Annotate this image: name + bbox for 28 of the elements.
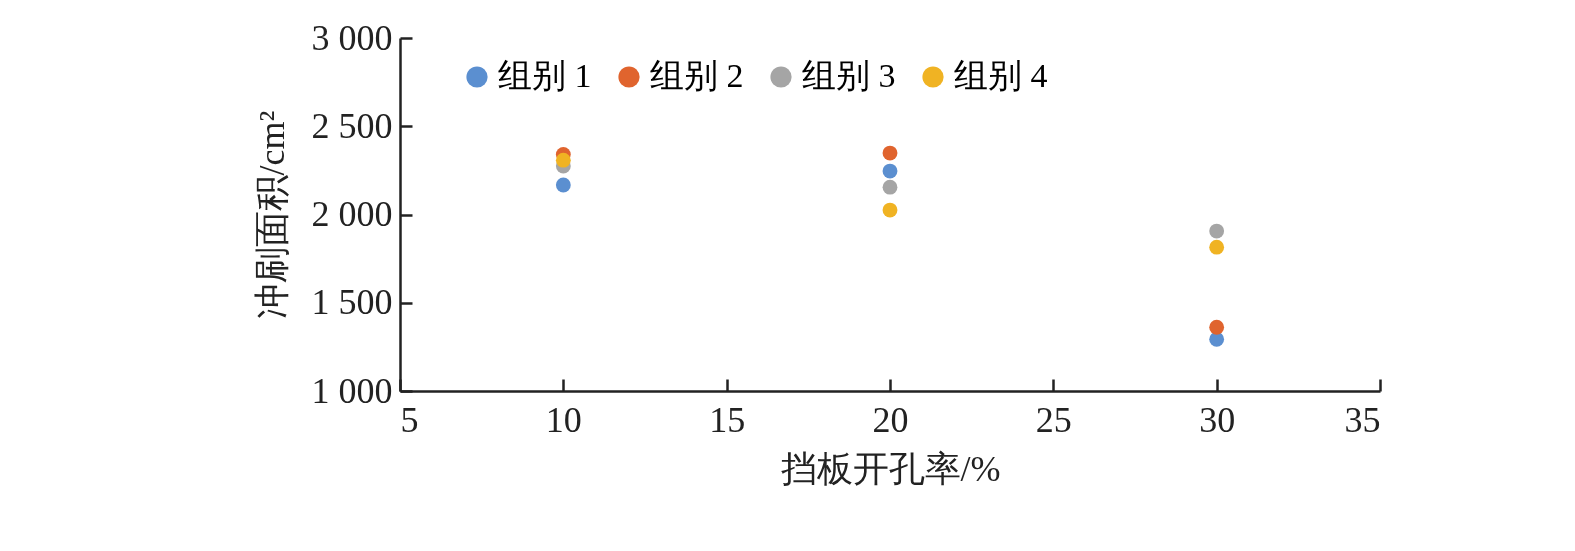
- point: [882, 179, 898, 195]
- point: [882, 202, 898, 218]
- x-tick-label: 35: [1344, 399, 1381, 440]
- legend-label: 组别 3: [802, 57, 896, 94]
- point: [882, 163, 898, 179]
- x-tick-label: 30: [1199, 399, 1236, 440]
- point: [1209, 319, 1225, 335]
- legend-label: 组别 1: [498, 57, 592, 94]
- y-tick-label: 2 000: [311, 194, 393, 234]
- y-tick-label: 1 000: [311, 370, 393, 411]
- legend-label: 组别 4: [954, 57, 1048, 94]
- point: [555, 152, 571, 168]
- x-tick-label: 15: [709, 399, 746, 440]
- y-tick-label: 3 000: [311, 17, 393, 58]
- point: [1209, 239, 1225, 255]
- legend-label: 组别 2: [650, 57, 744, 94]
- y-axis-title: 冲刷面积/cm²: [251, 110, 292, 320]
- x-tick-label: 20: [872, 399, 909, 440]
- point: [1209, 223, 1225, 239]
- x-tick-label: 5: [400, 399, 419, 440]
- y-tick-label: 1 500: [311, 282, 393, 323]
- point: [555, 177, 571, 193]
- point: [882, 145, 898, 161]
- x-tick-label: 25: [1035, 399, 1072, 440]
- y-tick-label: 2 500: [311, 105, 393, 146]
- x-axis-title: 挡板开孔率/%: [780, 448, 1001, 489]
- point: [1209, 331, 1225, 347]
- x-tick-label: 10: [545, 399, 582, 440]
